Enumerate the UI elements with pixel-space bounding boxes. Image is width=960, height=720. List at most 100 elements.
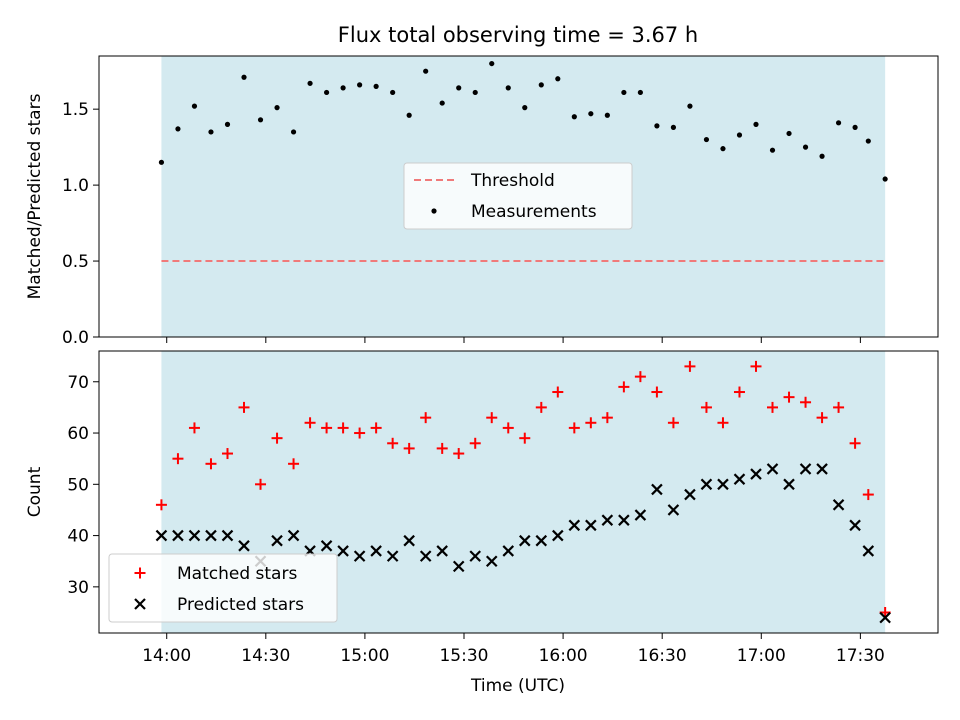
measurement-point xyxy=(307,80,313,86)
legend-plus-marker xyxy=(134,567,146,579)
predicted-stars-point xyxy=(502,545,515,557)
matched-stars-point xyxy=(849,437,861,449)
x-tick-label: 14:30 xyxy=(241,646,290,666)
matched-stars-point xyxy=(800,396,812,408)
measurement-point xyxy=(604,112,610,118)
predicted-stars-point xyxy=(419,550,432,562)
matched-stars-point xyxy=(469,437,481,449)
matched-stars-point xyxy=(585,417,597,429)
measurement-point xyxy=(654,123,660,129)
measurement-point xyxy=(819,153,825,159)
measurement-point xyxy=(191,103,198,109)
predicted-stars-point xyxy=(221,529,234,542)
y-tick-label: 50 xyxy=(67,475,89,495)
predicted-stars-point xyxy=(518,534,531,547)
ratio-legend-box xyxy=(403,162,633,230)
threshold-legend-label: Threshold xyxy=(470,171,555,191)
predicted-stars-point xyxy=(799,463,812,475)
matched-stars-legend-label: Matched stars xyxy=(177,564,297,584)
measurement-point xyxy=(257,117,264,123)
predicted-stars-point xyxy=(370,545,382,557)
x-tick-label: 17:00 xyxy=(737,646,786,666)
predicted-stars-point xyxy=(287,529,300,542)
matched-stars-point xyxy=(403,442,415,454)
y-tick-label: 0.0 xyxy=(62,328,89,348)
matched-stars-point xyxy=(387,437,399,449)
count-axes-frame xyxy=(98,350,939,634)
matched-stars-point xyxy=(288,458,300,470)
matched-stars-point xyxy=(271,432,283,444)
predicted-stars-point xyxy=(601,514,614,526)
predicted-stars-point xyxy=(386,550,399,562)
matched-stars-series xyxy=(155,360,891,618)
matched-stars-point xyxy=(486,412,498,424)
matched-stars-point xyxy=(519,432,531,444)
matched-stars-point xyxy=(767,401,779,413)
matched-stars-legend-swatch xyxy=(134,567,146,579)
measurement-point xyxy=(175,126,181,132)
matched-stars-point xyxy=(255,478,267,490)
measurement-point xyxy=(865,138,871,144)
measurement-point xyxy=(505,85,511,91)
measurement-point xyxy=(224,121,231,127)
predicted-stars-point xyxy=(717,478,729,491)
matched-stars-point xyxy=(502,422,514,434)
ratio-axes-frame xyxy=(98,55,939,338)
predicted-stars-point xyxy=(585,519,597,532)
matched-stars-point xyxy=(238,401,250,413)
y-tick-label: 0.5 xyxy=(62,252,89,272)
matched-stars-point xyxy=(337,422,349,434)
count-panel: 30 40 50 60 70 14:00 14:30 15:00 15:30 16:00 16:3… xyxy=(25,350,939,696)
count-y-ticks: 30 40 50 60 70 xyxy=(67,373,99,598)
measurement-point xyxy=(340,85,346,91)
matched-stars-point xyxy=(684,360,696,372)
measurement-point xyxy=(736,132,743,138)
measurement-point xyxy=(687,103,693,109)
x-tick-label: 14:00 xyxy=(142,646,191,666)
measurement-point xyxy=(390,89,396,96)
predicted-stars-point xyxy=(783,478,795,491)
predicted-stars-point xyxy=(750,468,762,480)
y-tick-label: 70 xyxy=(67,373,89,393)
legend-x-marker xyxy=(134,598,146,610)
count-legend-box xyxy=(108,553,338,623)
matched-stars-point xyxy=(568,422,580,434)
measurement-point xyxy=(786,130,792,137)
measurement-point xyxy=(274,105,280,111)
predicted-stars-point xyxy=(469,550,482,562)
matched-stars-point xyxy=(354,427,366,439)
matched-stars-point xyxy=(733,386,745,398)
predicted-stars-point xyxy=(651,483,663,496)
predicted-stars-point xyxy=(188,529,201,542)
measurement-point xyxy=(852,124,858,130)
count-x-ticks: 14:00 14:30 15:00 15:30 16:00 16:30 17:00 17:30 xyxy=(142,633,885,666)
predicted-stars-point xyxy=(320,540,333,552)
y-tick-label: 30 xyxy=(67,578,89,598)
predicted-stars-point xyxy=(849,519,861,532)
measurement-point xyxy=(835,120,842,126)
predicted-stars-point xyxy=(452,560,465,573)
matched-stars-point xyxy=(321,422,333,434)
predicted-stars-point xyxy=(172,529,184,542)
predicted-stars-point xyxy=(353,550,366,562)
measurement-point xyxy=(720,146,726,152)
predicted-stars-point xyxy=(733,473,746,485)
matched-stars-point xyxy=(188,422,200,434)
ratio-x-ticks xyxy=(166,337,861,343)
predicted-stars-point xyxy=(667,504,680,516)
measurement-point xyxy=(241,74,247,80)
measurement-point xyxy=(323,89,330,96)
matched-stars-point xyxy=(453,448,465,460)
count-legend: Matched stars Predicted stars xyxy=(108,553,338,623)
y-tick-label: 1.5 xyxy=(62,100,89,120)
matched-stars-point xyxy=(700,401,712,413)
measurement-point xyxy=(472,89,478,96)
measurement-point xyxy=(522,105,528,111)
measurement-point xyxy=(406,112,412,118)
ratio-panel: 0.0 0.5 1.0 1.5 Matched/Predicted stars Thr… xyxy=(25,55,939,348)
matched-stars-point xyxy=(172,453,184,465)
x-tick-label: 16:30 xyxy=(638,646,687,666)
predicted-stars-point xyxy=(832,499,845,511)
measurement-point xyxy=(456,85,462,91)
y-tick-label: 40 xyxy=(67,527,89,547)
